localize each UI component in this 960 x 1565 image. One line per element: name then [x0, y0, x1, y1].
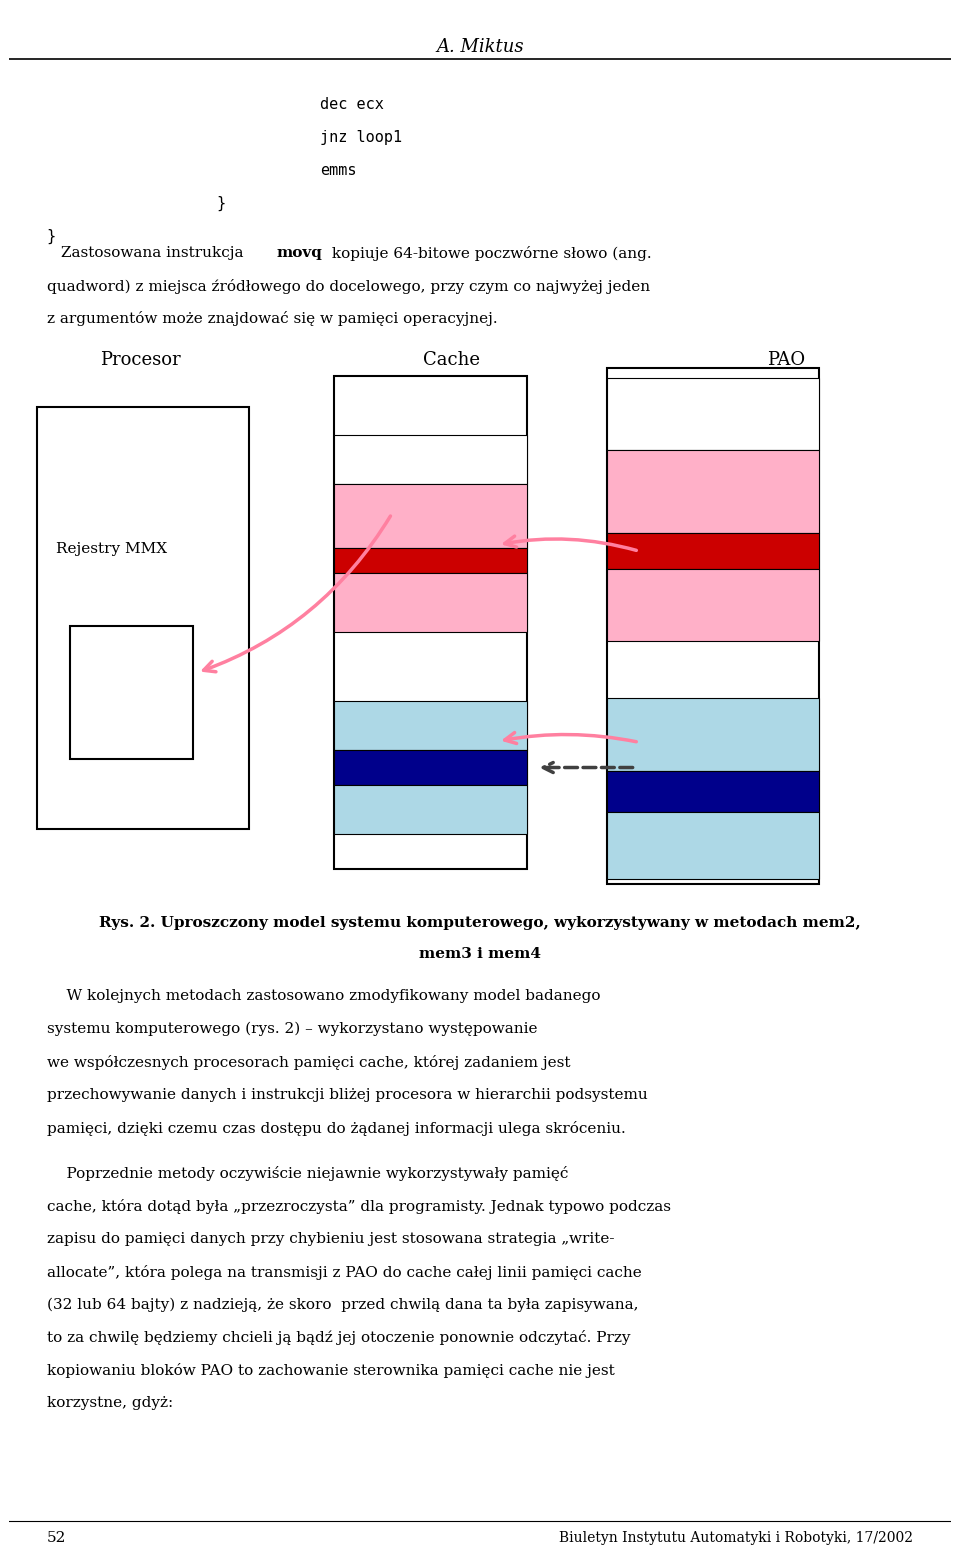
- Bar: [37, 407, 250, 829]
- Text: A. Miktus: A. Miktus: [436, 38, 524, 56]
- Bar: [608, 770, 819, 812]
- Bar: [608, 812, 819, 880]
- Bar: [608, 379, 819, 451]
- Text: cache, która dotąd była „przezroczysta” dla programisty. Jednak typowo podczas: cache, która dotąd była „przezroczysta” …: [47, 1199, 671, 1214]
- Text: Procesor: Procesor: [101, 351, 181, 369]
- Text: (32 lub 64 bajty) z nadzieją, że skoro  przed chwilą dana ta była zapisywana,: (32 lub 64 bajty) z nadzieją, że skoro p…: [47, 1297, 638, 1311]
- Bar: [608, 534, 819, 570]
- Bar: [334, 548, 527, 573]
- Bar: [70, 626, 193, 759]
- Text: allocate”, która polega na transmisji z PAO do cache całej linii pamięci cache: allocate”, która polega na transmisji z …: [47, 1265, 641, 1280]
- Text: W kolejnych metodach zastosowano zmodyfikowany model badanego: W kolejnych metodach zastosowano zmodyfi…: [47, 989, 600, 1003]
- Bar: [608, 451, 819, 534]
- Text: movq: movq: [276, 246, 323, 260]
- Text: PAO: PAO: [767, 351, 805, 369]
- Text: Rys. 2. Uproszczony model systemu komputerowego, wykorzystywany w metodach mem2,: Rys. 2. Uproszczony model systemu komput…: [99, 916, 861, 930]
- Text: to za chwilę będziemy chcieli ją bądź jej otoczenie ponownie odczytać. Przy: to za chwilę będziemy chcieli ją bądź je…: [47, 1330, 630, 1346]
- Text: 52: 52: [47, 1531, 66, 1545]
- Bar: [334, 701, 527, 750]
- Text: Zastosowana instrukcja: Zastosowana instrukcja: [60, 246, 248, 260]
- Bar: [334, 376, 527, 869]
- Text: korzystne, gdyż:: korzystne, gdyż:: [47, 1396, 173, 1410]
- Text: Biuletyn Instytutu Automatyki i Robotyki, 17/2002: Biuletyn Instytutu Automatyki i Robotyki…: [560, 1531, 913, 1545]
- Text: pamięci, dzięki czemu czas dostępu do żądanej informacji ulega skróceniu.: pamięci, dzięki czemu czas dostępu do żą…: [47, 1121, 625, 1136]
- Text: zapisu do pamięci danych przy chybieniu jest stosowana strategia „write-: zapisu do pamięci danych przy chybieniu …: [47, 1232, 614, 1246]
- Text: quadword) z miejsca źródłowego do docelowego, przy czym co najwyżej jeden: quadword) z miejsca źródłowego do docelo…: [47, 279, 650, 294]
- Bar: [334, 750, 527, 784]
- Text: systemu komputerowego (rys. 2) – wykorzystano występowanie: systemu komputerowego (rys. 2) – wykorzy…: [47, 1022, 537, 1036]
- Text: kopiowaniu bloków PAO to zachowanie sterownika pamięci cache nie jest: kopiowaniu bloków PAO to zachowanie ster…: [47, 1363, 614, 1379]
- Text: }: }: [216, 196, 226, 211]
- Text: z argumentów może znajdować się w pamięci operacyjnej.: z argumentów może znajdować się w pamięc…: [47, 311, 497, 327]
- Text: Cache: Cache: [423, 351, 480, 369]
- Text: Rejestry MMX: Rejestry MMX: [56, 541, 167, 556]
- Text: mem3 i mem4: mem3 i mem4: [419, 947, 541, 961]
- Text: jnz loop1: jnz loop1: [320, 130, 402, 146]
- Bar: [334, 573, 527, 632]
- Text: dec ecx: dec ecx: [320, 97, 384, 113]
- Bar: [608, 570, 819, 642]
- Text: przechowywanie danych i instrukcji bliżej procesora w hierarchii podsystemu: przechowywanie danych i instrukcji bliże…: [47, 1088, 647, 1102]
- Text: Poprzednie metody oczywiście niejawnie wykorzystywały pamięć: Poprzednie metody oczywiście niejawnie w…: [47, 1166, 568, 1182]
- Bar: [334, 435, 527, 484]
- Text: }: }: [47, 228, 56, 244]
- Text: emms: emms: [320, 163, 356, 178]
- Bar: [608, 368, 819, 884]
- Text: we współczesnych procesorach pamięci cache, której zadaniem jest: we współczesnych procesorach pamięci cac…: [47, 1055, 570, 1070]
- Text: kopiuje 64-bitowe poczwórne słowo (ang.: kopiuje 64-bitowe poczwórne słowo (ang.: [327, 246, 652, 261]
- Bar: [608, 698, 819, 770]
- Bar: [334, 484, 527, 548]
- Bar: [334, 784, 527, 834]
